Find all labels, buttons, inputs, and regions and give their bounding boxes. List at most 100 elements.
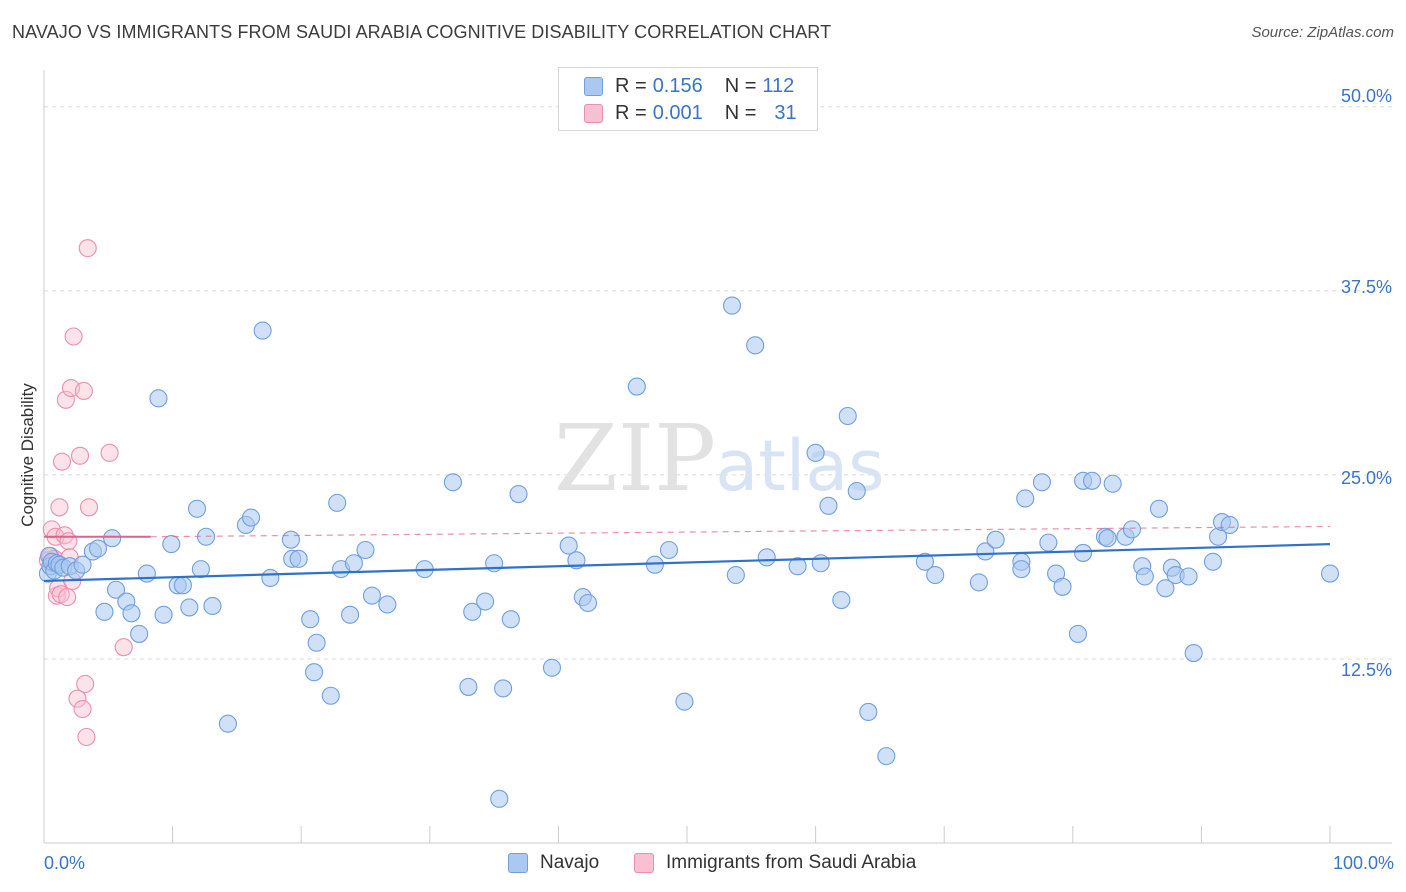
navajo-point <box>289 549 308 568</box>
navajo-point <box>1203 552 1223 571</box>
navajo-point <box>73 555 92 574</box>
navajo-point <box>1135 567 1154 586</box>
navajo-point <box>1083 471 1102 490</box>
navajo-point <box>986 530 1005 549</box>
navajo-point <box>187 499 207 518</box>
saudi-point <box>64 327 83 346</box>
navajo-point <box>103 529 122 548</box>
navajo-point <box>1320 564 1340 583</box>
bottom-legend-saudi[interactable]: Immigrants from Saudi Arabia <box>634 852 916 874</box>
navajo-point <box>838 406 857 426</box>
navajo-point <box>832 591 851 610</box>
saudi-point <box>56 390 75 409</box>
navajo-trendline <box>43 543 1331 583</box>
navajo-point <box>509 484 528 504</box>
navajo-point <box>559 536 578 555</box>
navajo-point <box>811 554 830 573</box>
legend-row-saudi: R = 0.001 N = 31 <box>584 101 797 125</box>
navajo-point <box>722 296 742 315</box>
navajo-point <box>1122 520 1142 539</box>
chart-title: NAVAJO VS IMMIGRANTS FROM SAUDI ARABIA C… <box>12 22 832 42</box>
navajo-point <box>253 321 272 340</box>
navajo-point <box>1098 529 1117 548</box>
navajo-point <box>627 377 646 396</box>
source-credit: Source: ZipAtlas.com <box>1251 24 1394 41</box>
navajo-point <box>726 565 745 585</box>
navajo-point <box>191 560 210 579</box>
navajo-point <box>173 576 192 595</box>
navajo-point <box>137 564 156 583</box>
navajo-point <box>819 496 838 515</box>
saudi-n-label: N = <box>724 101 757 124</box>
navajo-point <box>494 679 513 698</box>
navajo-point <box>877 747 896 766</box>
navajo-point <box>95 602 114 621</box>
navajo-point <box>757 548 776 567</box>
y-tick-37-5: 37.5% <box>1340 277 1392 297</box>
saudi-point <box>79 498 99 517</box>
navajo-point <box>344 554 363 573</box>
navajo-point <box>915 552 934 571</box>
navajo-points <box>38 296 1340 808</box>
navajo-point <box>542 658 562 677</box>
navajo-point <box>106 580 126 599</box>
saudi-point <box>74 381 93 401</box>
trendlines <box>43 525 1331 583</box>
saudi-swatch <box>584 103 603 123</box>
saudi-n-value: 31 <box>774 101 797 124</box>
saudi-r-label: R = <box>615 101 647 124</box>
navajo-point <box>162 535 181 554</box>
navajo-point <box>341 605 360 624</box>
watermark-zip: ZIP <box>554 405 716 512</box>
navajo-point <box>328 493 347 512</box>
navajo-swatch <box>584 76 603 96</box>
navajo-point <box>203 596 222 615</box>
navajo-point <box>501 610 520 629</box>
saudi-point <box>70 446 90 465</box>
navajo-point <box>1156 579 1175 598</box>
navajo-point <box>859 702 878 722</box>
saudi-point <box>59 532 78 551</box>
navajo-point <box>1103 474 1122 493</box>
navajo-point <box>926 565 945 585</box>
y-tick-25: 25.0% <box>1340 468 1392 488</box>
navajo-point <box>1016 489 1035 508</box>
navajo-legend-swatch <box>508 853 528 873</box>
saudi-points <box>38 239 133 747</box>
navajo-point <box>969 573 988 592</box>
navajo-point <box>645 555 664 574</box>
navajo-point <box>1184 644 1203 663</box>
navajo-point <box>356 540 375 560</box>
correlation-legend: R = 0.156 N = 112 R = 0.001 N = 31 <box>558 67 818 131</box>
navajo-point <box>675 692 694 711</box>
navajo-point <box>788 557 807 576</box>
y-tick-12-5: 12.5% <box>1340 660 1392 680</box>
navajo-point <box>180 598 199 617</box>
saudi-point <box>77 727 96 747</box>
saudi-r-value: 0.001 <box>652 101 703 124</box>
navajo-n-value: 112 <box>762 74 795 97</box>
navajo-point <box>806 443 825 462</box>
navajo-point <box>281 530 300 549</box>
navajo-point <box>1149 499 1169 518</box>
bottom-legend-navajo[interactable]: Navajo <box>508 852 599 874</box>
gridlines <box>44 106 1392 660</box>
saudi-point <box>78 239 97 258</box>
navajo-r-value: 0.156 <box>652 74 703 97</box>
navajo-point <box>459 677 478 696</box>
saudi-point <box>100 443 119 462</box>
saudi-point <box>114 638 133 657</box>
x-tick-min: 0.0% <box>44 853 86 873</box>
x-tick-max: 100.0% <box>1332 853 1394 873</box>
navajo-point <box>976 542 995 561</box>
navajo-point <box>476 592 495 611</box>
y-tick-50: 50.0% <box>1340 86 1392 106</box>
saudi-point <box>73 699 92 719</box>
navajo-point <box>1053 577 1072 596</box>
navajo-point <box>490 789 509 808</box>
navajo-point <box>241 508 261 527</box>
watermark: ZIP atlas <box>554 405 885 512</box>
navajo-point <box>307 633 326 652</box>
navajo-point <box>321 686 340 705</box>
